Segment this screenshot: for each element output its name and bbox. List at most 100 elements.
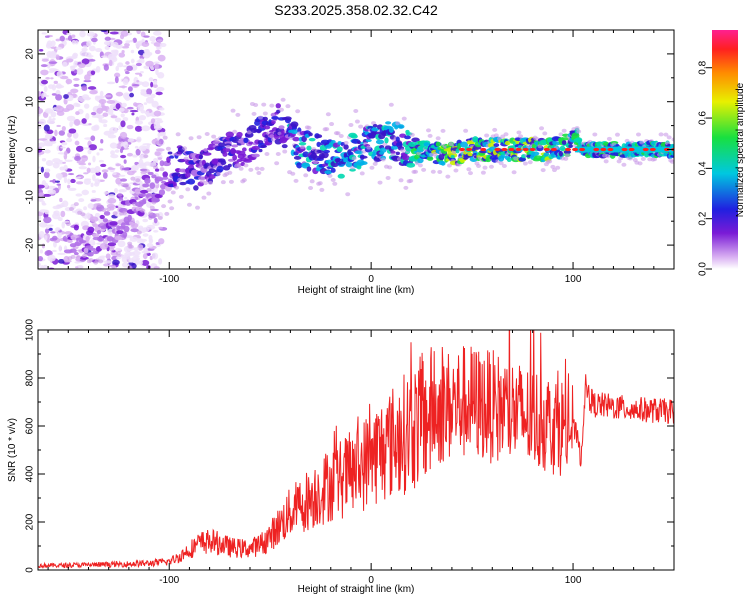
- spectrogram-cell: [153, 110, 162, 117]
- spectrogram-cell: [41, 32, 47, 35]
- spectrogram-cell: [356, 140, 362, 145]
- spectrogram-cell: [407, 141, 417, 147]
- spectrogram-cell: [87, 149, 92, 155]
- spectrogram-cell: [228, 179, 234, 184]
- colorbar-gradient: [712, 30, 738, 269]
- spectrogram-cell: [80, 212, 86, 217]
- spectrogram-cell: [84, 74, 91, 81]
- spectrogram-cell: [109, 206, 115, 211]
- spectrogram-cell: [116, 230, 124, 235]
- spectrogram-cell: [156, 46, 162, 50]
- spectrogram-cell: [115, 177, 122, 185]
- spectrogram-cell: [467, 171, 473, 176]
- spectrogram-cell: [613, 146, 617, 153]
- spectrogram-cell: [254, 166, 260, 171]
- spectrogram-cell: [479, 150, 488, 154]
- spectrogram-cell: [40, 166, 45, 173]
- spectrogram-cell: [513, 156, 519, 161]
- spectrogram-cell: [372, 123, 378, 128]
- spectrogram-cell: [293, 178, 299, 183]
- spectrogram-cell: [96, 152, 100, 156]
- spectrogram-cell: [197, 176, 207, 181]
- spectrogram-cell: [38, 138, 48, 141]
- spectrogram-cell: [480, 170, 486, 175]
- spectrogram-cell: [153, 42, 162, 47]
- spectrogram-cell: [323, 149, 331, 154]
- spectrogram-cell: [138, 145, 147, 152]
- spectrogram-cell: [587, 146, 591, 153]
- spectrogram-cell: [52, 205, 61, 210]
- spectrogram-cell: [121, 146, 125, 151]
- spectrogram-cell: [79, 50, 88, 57]
- spectrogram-cell: [139, 73, 143, 77]
- spectrogram-cell: [264, 152, 270, 157]
- spectrogram-cell: [129, 109, 139, 113]
- spectrogram-cell: [50, 40, 56, 47]
- spectrogram-cell: [167, 199, 173, 204]
- spectrogram-cell: [157, 132, 161, 138]
- spectrogram-cell: [82, 147, 91, 150]
- spectrogram-cell: [99, 214, 105, 220]
- spectrogram-cell: [589, 146, 593, 153]
- spectrogram-cell: [401, 154, 410, 161]
- spectrogram-cell: [156, 86, 165, 92]
- spectrogram-cell: [537, 144, 543, 149]
- spectrogram-cell: [262, 116, 268, 121]
- spectrogram-cell: [41, 92, 45, 99]
- spectrogram-cell: [101, 55, 108, 58]
- spectrogram-cell: [206, 191, 212, 196]
- spectrogram-cell: [159, 42, 167, 48]
- spectrogram-cell: [38, 192, 45, 197]
- spectrogram-cell: [107, 56, 116, 59]
- spectrogram-cell: [659, 146, 663, 153]
- spectrogram-cell: [184, 172, 191, 178]
- spectrogram-cell: [498, 161, 504, 166]
- spectrogram-cell: [606, 136, 612, 141]
- spectrogram-cell: [39, 266, 46, 269]
- spectrogram-cell: [492, 127, 498, 132]
- spectrogram-cell: [109, 31, 119, 35]
- spectrogram-cell: [409, 132, 415, 137]
- spectrogram-cell: [445, 174, 451, 179]
- snr-xlabel: Height of straight line (km): [298, 584, 415, 595]
- spectrogram-cell: [211, 134, 217, 139]
- x-tick-label: 0: [368, 575, 374, 586]
- spectrogram-cell: [55, 46, 63, 50]
- spectrogram-cell: [80, 154, 89, 162]
- spectrogram-cell: [188, 136, 194, 141]
- spectrogram-cell: [39, 249, 43, 254]
- spectrogram-cell: [661, 146, 665, 153]
- spectrogram-cell: [88, 144, 97, 151]
- spectrogram-cell: [107, 242, 117, 247]
- spectrogram-cell: [87, 226, 95, 234]
- spectrogram-cell: [103, 211, 111, 216]
- spectrogram-cell: [227, 163, 232, 168]
- spectrogram-cell: [616, 159, 622, 164]
- spectrogram-cell: [151, 252, 159, 260]
- spectrogram-cell: [107, 108, 114, 115]
- spectrogram-cell: [153, 230, 159, 233]
- spectrogram-cell: [98, 259, 104, 264]
- spectrogram-cell: [150, 93, 156, 99]
- spectrogram-cell: [43, 86, 48, 92]
- spectrogram-cell: [543, 152, 550, 157]
- spectrogram-cell: [87, 203, 94, 209]
- spectrogram-cell: [530, 151, 540, 156]
- spectrogram-cell: [353, 108, 359, 113]
- spectrogram-cell: [504, 140, 511, 146]
- spectrogram-cell: [162, 171, 168, 178]
- spectrogram-cell: [183, 156, 189, 161]
- spectrogram-cell: [316, 141, 321, 147]
- spectrogram-cell: [63, 164, 68, 171]
- spectrogram-cell: [38, 230, 45, 238]
- spectrogram-cell: [480, 147, 487, 152]
- spectrogram-cell: [65, 78, 73, 85]
- spectrogram-cell: [349, 168, 356, 172]
- spectrogram-cell: [67, 187, 77, 192]
- spectrogram-cell: [154, 168, 160, 172]
- spectrogram-cell: [73, 251, 79, 256]
- spectrogram-cell: [39, 197, 44, 202]
- spectrogram-cell: [90, 274, 95, 278]
